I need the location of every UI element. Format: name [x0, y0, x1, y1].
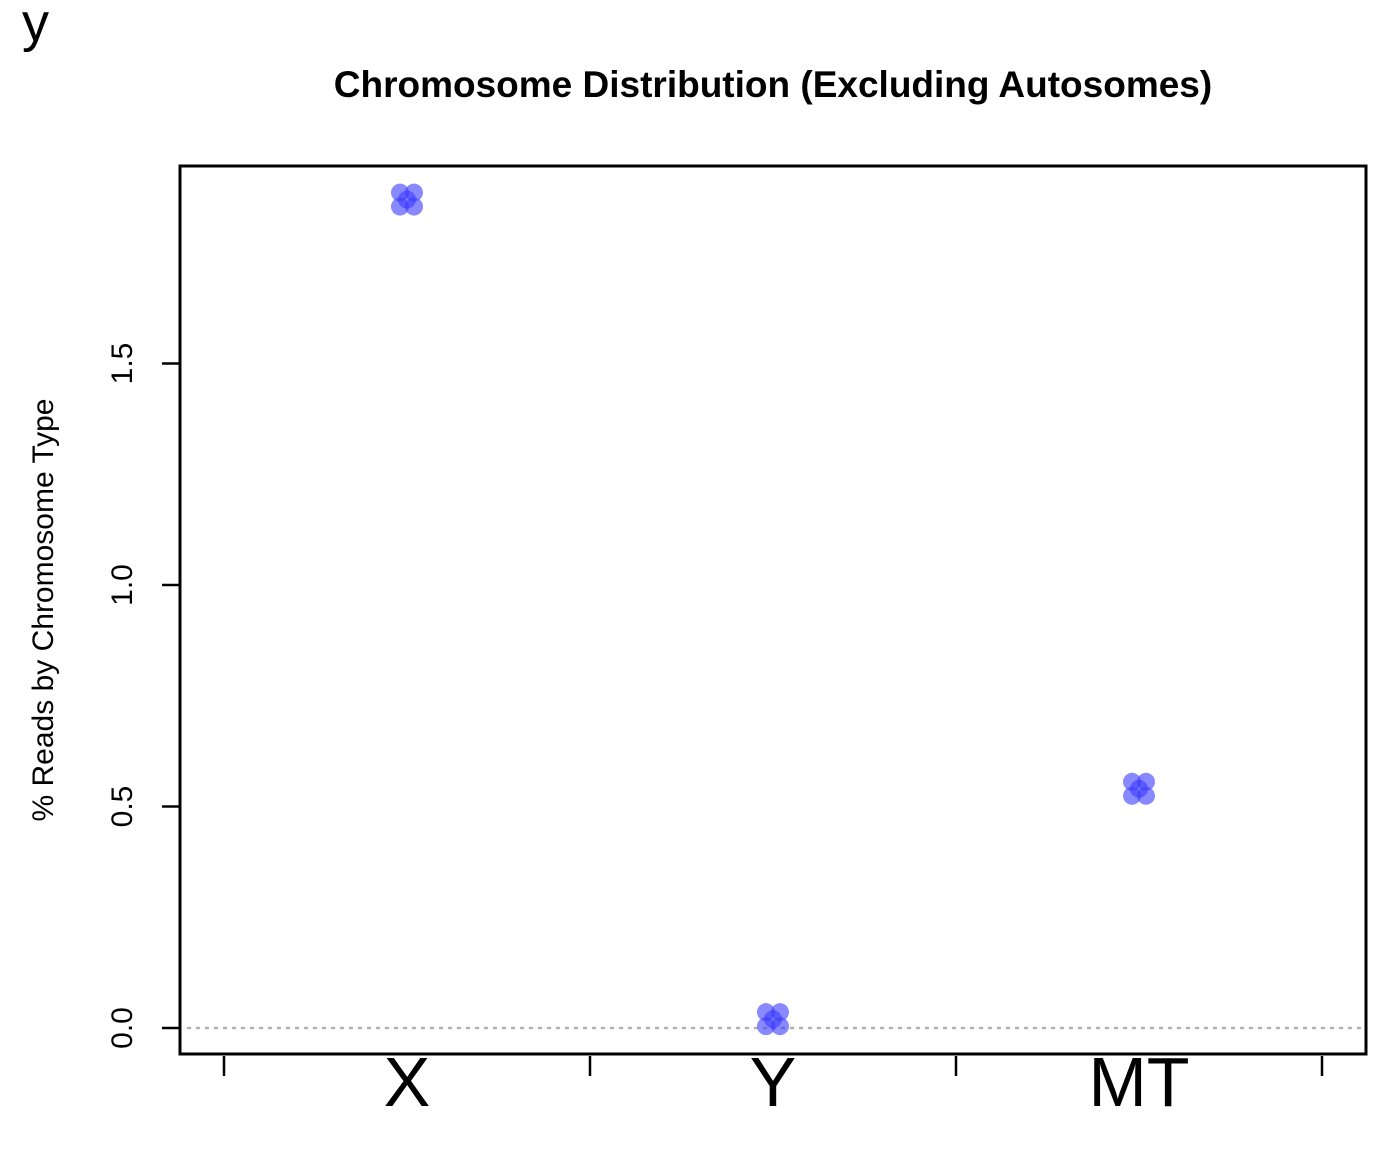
plot-frame: [178, 164, 1368, 1056]
y-tick-label: 0.5: [106, 786, 139, 828]
y-tick-label: 1.0: [106, 564, 139, 606]
data-point-dot: [1130, 779, 1148, 798]
data-point-dot: [764, 1010, 782, 1029]
data-point-x: [391, 183, 423, 216]
data-point-y: [757, 1003, 789, 1036]
chart-title: Chromosome Distribution (Excluding Autos…: [333, 64, 1213, 105]
data-point-dot: [398, 190, 416, 209]
y-tick-label: 1.5: [106, 343, 139, 385]
data-point-mt: [1123, 772, 1155, 805]
x-category-label: X: [384, 1043, 431, 1121]
y-tick-label: 0.0: [106, 1007, 139, 1049]
x-category-label: Y: [750, 1043, 797, 1121]
panel-label: y: [22, 0, 49, 53]
x-category-label: MT: [1088, 1043, 1189, 1121]
